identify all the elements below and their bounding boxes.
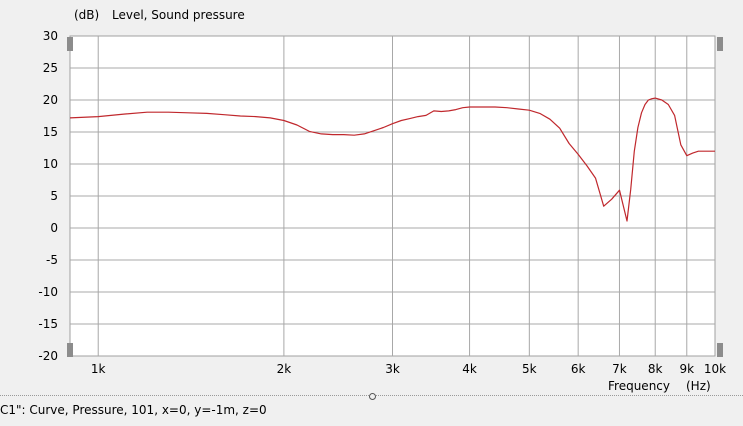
- y-tick-label: -15: [38, 317, 58, 331]
- x-tick-label: 3k: [385, 362, 400, 376]
- y-tick-label: 0: [50, 221, 58, 235]
- x-tick-label: 8k: [648, 362, 663, 376]
- y-tick-label: 10: [43, 157, 58, 171]
- x-tick-label: 9k: [679, 362, 694, 376]
- x-tick-label: 10k: [704, 362, 726, 376]
- x-tick-label: 7k: [612, 362, 627, 376]
- y-tick-label: 20: [43, 93, 58, 107]
- left-top-cursor-handle[interactable]: [67, 37, 73, 51]
- left-bottom-cursor-handle[interactable]: [67, 343, 73, 357]
- y-axis-label: Level, Sound pressure: [112, 8, 245, 22]
- y-tick-label: 5: [50, 189, 58, 203]
- right-top-cursor-handle[interactable]: [717, 37, 723, 51]
- x-tick-label: 2k: [277, 362, 292, 376]
- status-bar: C1": Curve, Pressure, 101, x=0, y=-1m, z…: [0, 393, 743, 426]
- y-tick-label: -5: [46, 253, 58, 267]
- grid: [70, 36, 715, 356]
- y-tick-label: -20: [38, 349, 58, 363]
- splitter-handle[interactable]: [369, 393, 376, 400]
- x-axis-unit: (Hz): [686, 379, 711, 393]
- y-tick-label: 30: [43, 29, 58, 43]
- y-tick-label: -10: [38, 285, 58, 299]
- series-layer: [69, 97, 715, 222]
- y-tick-label: 25: [43, 61, 58, 75]
- chart: 30 25 20 15 10 5 0 -5 -10 -15 -20 1k 2k 3k 4k 5k 6k 7k 8k 9…: [38, 8, 726, 393]
- right-bottom-cursor-handle[interactable]: [717, 343, 723, 357]
- y-tick-label: 15: [43, 125, 58, 139]
- x-axis-label: Frequency: [608, 379, 670, 393]
- x-tick-label: 1k: [91, 362, 106, 376]
- y-axis-unit: (dB): [74, 8, 99, 22]
- tick-labels: 30 25 20 15 10 5 0 -5 -10 -15 -20 1k 2k 3k 4k 5k 6k 7k 8k 9…: [38, 29, 726, 376]
- series-line: [69, 97, 715, 222]
- x-tick-label: 4k: [462, 362, 477, 376]
- status-text: C1": Curve, Pressure, 101, x=0, y=-1m, z…: [0, 403, 267, 417]
- x-tick-label: 5k: [522, 362, 537, 376]
- x-tick-label: 6k: [571, 362, 586, 376]
